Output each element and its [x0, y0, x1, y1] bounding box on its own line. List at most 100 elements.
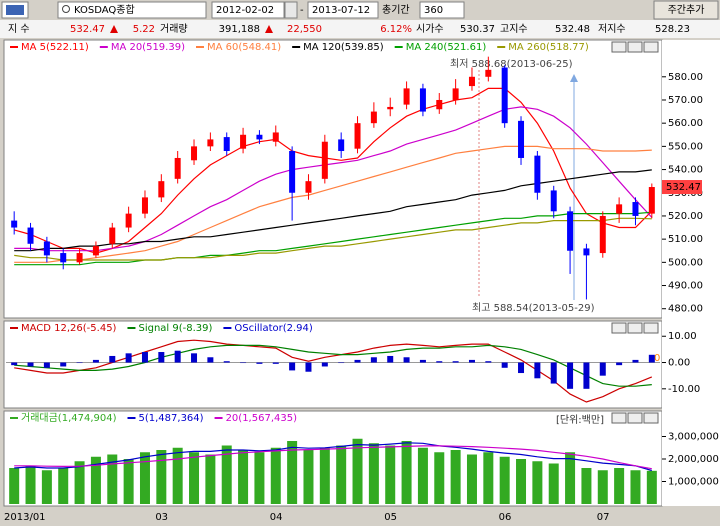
legend-label: MA 5(522.11): [21, 42, 89, 53]
oscillator-bar: [256, 362, 263, 364]
candle-body: [370, 111, 377, 124]
volume-bar: [139, 452, 150, 504]
volume-bar: [189, 452, 200, 504]
legend-label: MA 240(521.61): [406, 42, 487, 53]
volume-bar: [123, 459, 134, 504]
end-date-box[interactable]: [307, 1, 379, 19]
ma-line: [14, 106, 653, 252]
volume-bar: [303, 450, 314, 504]
panel-button[interactable]: [643, 322, 659, 334]
candle-body: [403, 88, 410, 105]
candle-body: [43, 241, 50, 256]
oscillator-bar: [452, 361, 459, 363]
volume-bar: [172, 447, 183, 504]
oscillator-bar: [501, 362, 508, 368]
candle-body: [599, 215, 606, 254]
oscillator-bar: [403, 357, 410, 363]
volume-ma-line: [14, 442, 652, 472]
ma-line: [14, 211, 652, 266]
y-tick-label: 540.00: [668, 165, 703, 176]
macd-line: [14, 339, 653, 403]
candle-body: [240, 134, 247, 149]
oscillator-bar: [92, 359, 99, 363]
x-axis-strip: [0, 508, 720, 526]
oscillator-bar: [387, 355, 394, 363]
panel-button[interactable]: [611, 41, 627, 53]
panel-button[interactable]: [611, 322, 627, 334]
volume-bar: [336, 445, 347, 504]
oscillator-bar: [109, 355, 116, 363]
candle-body: [616, 204, 623, 214]
up-arrow: [265, 25, 273, 33]
panel-button[interactable]: [627, 412, 643, 424]
candle-body: [158, 181, 165, 198]
volume-bar: [156, 450, 167, 504]
y-tick-label: 510.00: [668, 234, 703, 245]
candle-body: [27, 227, 34, 244]
candle-body: [534, 155, 541, 193]
oscillator-bar: [11, 362, 18, 366]
ma-line: [14, 87, 653, 254]
volume-bar: [483, 452, 494, 504]
candle-body: [648, 187, 655, 214]
panel-button[interactable]: [643, 41, 659, 53]
volume-bar: [630, 470, 641, 504]
volume-bar: [565, 452, 576, 504]
panel-button[interactable]: [611, 412, 627, 424]
oscillator-bar: [370, 357, 377, 363]
low-label: 저지수: [598, 23, 626, 35]
legend-label: OScillator(2.94): [234, 323, 312, 334]
ma-line: [14, 217, 652, 261]
oscillator-bar: [567, 362, 574, 389]
y-tick-label: 480.00: [668, 304, 703, 315]
period-label: 총기간: [382, 4, 410, 16]
candle-body: [207, 139, 214, 147]
y-tick-label: 550.00: [668, 141, 703, 152]
candle-body: [256, 134, 263, 140]
oscillator-bar: [436, 361, 443, 363]
volume-bar: [352, 438, 363, 504]
price-tag-label: 532.47: [666, 182, 701, 193]
oscillator-bar: [632, 359, 639, 363]
symbol-box[interactable]: [57, 1, 207, 19]
y-tick-label: 570.00: [668, 95, 703, 106]
panel-button[interactable]: [643, 412, 659, 424]
candle-body: [76, 253, 83, 263]
y-tick-label: 10.00: [668, 331, 697, 342]
legend-label: MA 60(548.41): [207, 42, 281, 53]
legend-label: MA 120(539.85): [303, 42, 384, 53]
y-tick-label: 0.00: [668, 358, 690, 369]
y-tick-label: 3,000,000: [668, 432, 719, 443]
candle-body: [501, 67, 508, 124]
volume-bar: [450, 450, 461, 504]
volume-bar: [646, 470, 657, 504]
up-arrow: [110, 25, 118, 33]
panel-button[interactable]: [627, 322, 643, 334]
candle-body: [191, 146, 198, 161]
high-label: 고지수: [500, 23, 528, 35]
oscillator-bar: [616, 362, 623, 366]
legend-label: 20(1,567,435): [226, 413, 298, 424]
y-tick-label: 490.00: [668, 281, 703, 292]
panel-button[interactable]: [627, 41, 643, 53]
oscillator-bar: [223, 361, 230, 363]
y-tick-label: 1,000,000: [668, 477, 719, 488]
volume-label: 거래량: [160, 23, 188, 35]
oscillator-bar: [240, 362, 247, 364]
candle-body: [92, 246, 99, 256]
oscillator-bar: [599, 362, 606, 376]
legend-label: MACD 12,26(-5.45): [21, 323, 117, 334]
quote-bar: [0, 20, 720, 38]
period-box[interactable]: [419, 1, 465, 19]
oscillator-bar: [76, 362, 83, 364]
volume-bar: [74, 461, 85, 504]
weekly-add-button[interactable]: [653, 0, 719, 20]
volume-ma-line: [14, 445, 652, 470]
y-tick-label: 580.00: [668, 72, 703, 83]
date-spinner[interactable]: [284, 1, 298, 19]
high-value: 532.48: [555, 24, 590, 35]
start-date-box[interactable]: [211, 1, 285, 19]
button-label: 주간추가: [668, 4, 705, 16]
end-date: 2013-07-12: [312, 5, 370, 16]
oscillator-bar: [485, 361, 492, 363]
